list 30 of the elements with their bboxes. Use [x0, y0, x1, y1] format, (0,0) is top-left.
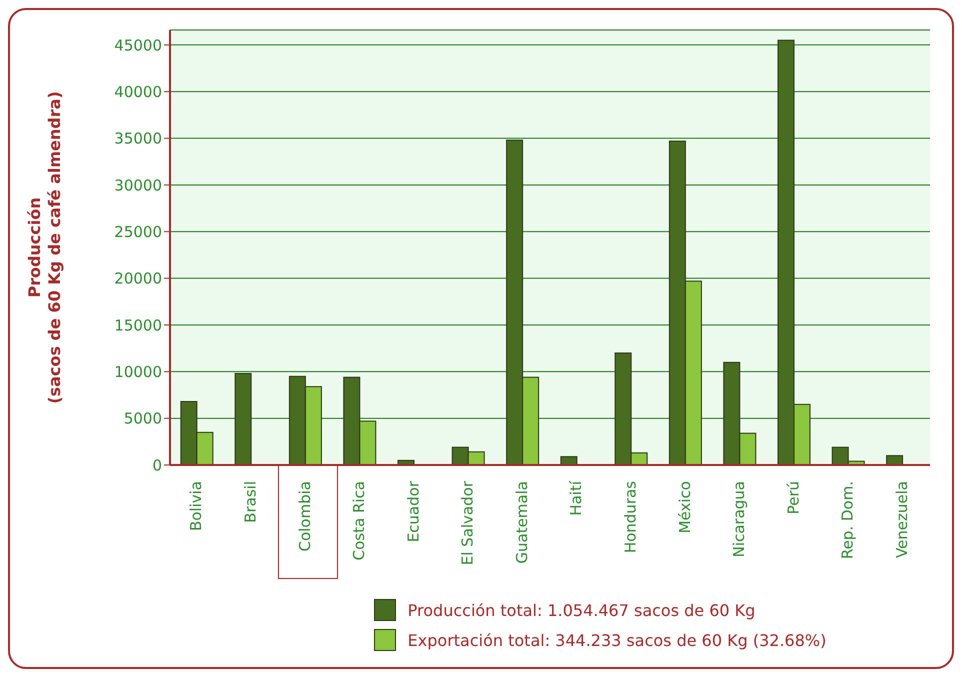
y-tick-label: 15000: [114, 316, 162, 334]
y-tick-label: 5000: [124, 410, 162, 428]
bar: [560, 456, 578, 465]
y-tick-label: 10000: [114, 362, 162, 381]
x-tick-label: Bolivia: [187, 481, 206, 532]
x-tick-label: Ecuador: [404, 480, 422, 542]
x-tick-label: El Salvador: [458, 480, 477, 566]
x-tick-label: Rep. Dom.: [838, 481, 857, 560]
bar: [234, 373, 252, 465]
x-tick-label: Guatemala: [512, 481, 531, 564]
x-tick-label: Honduras: [622, 480, 640, 554]
y-tick-label: 40000: [114, 82, 162, 101]
x-tick-label: Costa Rica: [350, 481, 368, 560]
bar: [886, 455, 904, 465]
y-tick-label: 20000: [114, 270, 162, 288]
legend-label: Producción total: 1.054.467 sacos de 60 Kg: [408, 600, 756, 620]
x-tick-label: Venezuela: [892, 481, 911, 558]
x-tick-label: Colombia: [296, 481, 314, 552]
x-tick-label: Brasil: [242, 481, 260, 523]
y-tick-label: 25000: [114, 222, 162, 241]
x-tick-label: Perú: [784, 481, 802, 514]
y-tick-label: 0: [152, 456, 162, 474]
x-tick-label: Nicaragua: [730, 481, 748, 558]
x-tick-label: México: [676, 481, 694, 534]
y-tick-label: 45000: [114, 36, 162, 54]
y-axis-title: Producción (sacos de 60 Kg de café almendra): [25, 91, 64, 404]
x-tick-label: Haití: [567, 480, 586, 516]
y-tick-label: 35000: [114, 130, 162, 148]
y-tick-label: 30000: [114, 176, 162, 194]
legend-label: Exportación total: 344.233 sacos de 60 Kg (32.68%): [408, 630, 826, 650]
